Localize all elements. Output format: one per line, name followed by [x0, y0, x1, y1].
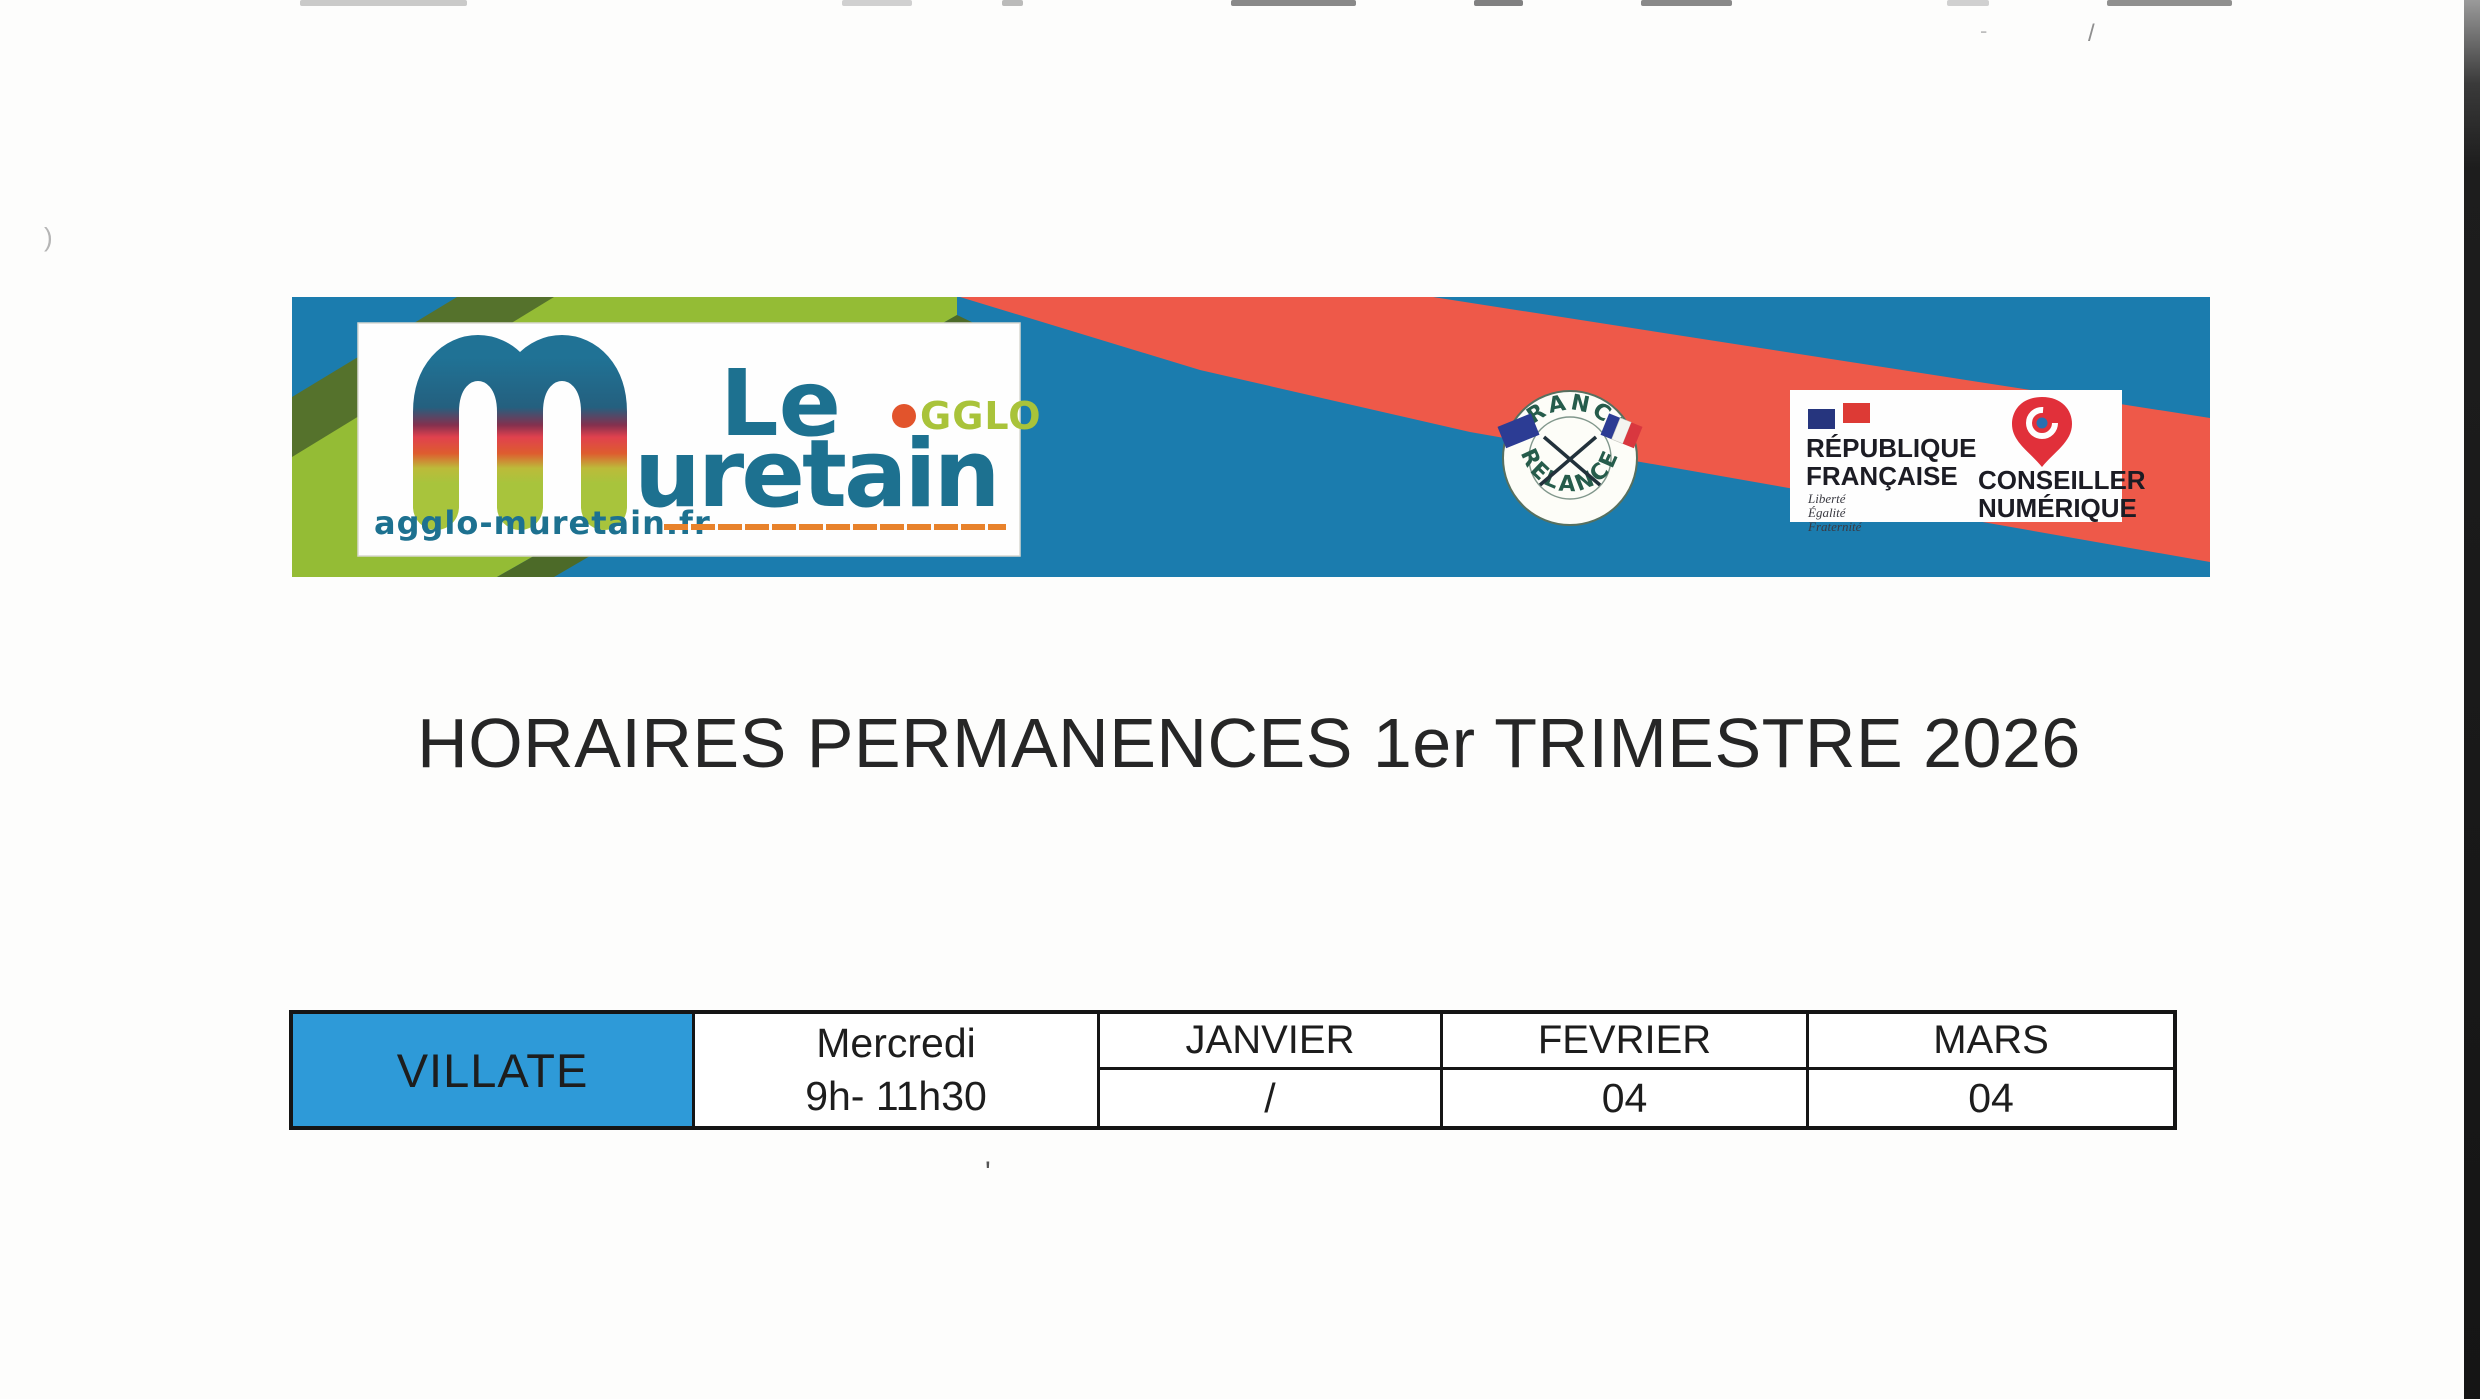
scan-smudge [2107, 0, 2232, 6]
month-column-janvier: JANVIER / [1097, 1014, 1440, 1126]
schedule-table: VILLATE Mercredi 9h- 11h30 JANVIER / FEV… [289, 1010, 2177, 1130]
eu-flag-icon [1497, 413, 1540, 449]
conseiller-pin-icon [2012, 397, 2072, 467]
month-column-mars: MARS 04 [1806, 1014, 2173, 1126]
page-title: HORAIRES PERMANENCES 1er TRIMESTRE 2026 [417, 704, 2081, 782]
month-value: / [1264, 1074, 1276, 1121]
agglo-text: GGLO [920, 394, 1042, 438]
location-cell: VILLATE [293, 1014, 692, 1126]
month-column-fevrier: FEVRIER 04 [1440, 1014, 1806, 1126]
scan-mark: - [1980, 18, 1988, 43]
scan-smudge [1002, 0, 1023, 6]
motto-liberte: Liberté [1807, 491, 1847, 506]
motto-fraternite: Fraternité [1807, 519, 1863, 534]
month-header: MARS [1809, 1014, 2173, 1070]
muretain-m-icon [413, 335, 627, 530]
month-header: JANVIER [1100, 1014, 1440, 1070]
day-hours-cell: Mercredi 9h- 11h30 [692, 1014, 1097, 1126]
muretain-uretain-text: uretain [634, 420, 998, 529]
scan-edge-bar [2464, 0, 2480, 1399]
hours-label: 9h- 11h30 [805, 1073, 987, 1119]
france-relance-badge: FRANCE RELANCE [1497, 390, 1643, 526]
motto-egalite: Égalité [1807, 505, 1847, 520]
scan-mark: / [2088, 20, 2095, 47]
muretain-url-text: agglo-muretain.fr [374, 504, 711, 542]
french-flag-icon [1600, 413, 1643, 449]
scan-mark: ' [985, 1156, 991, 1189]
french-flag-mark-icon [1808, 403, 1870, 429]
scan-smudge [842, 0, 912, 6]
republique-line2: FRANÇAISE [1806, 461, 1958, 491]
location-label: VILLATE [396, 1043, 589, 1097]
muretain-banner: Le uretain GGLO agglo-muretain.fr FRANCE… [292, 297, 2210, 577]
month-header: FEVRIER [1443, 1014, 1806, 1070]
day-label: Mercredi [816, 1020, 976, 1066]
scan-smudge [300, 0, 467, 6]
conseiller-line1: CONSEILLER [1978, 465, 2146, 495]
agglo-dot-icon [892, 404, 916, 428]
republique-conseiller-card: RÉPUBLIQUE FRANÇAISE Liberté Égalité Fra… [1790, 390, 2146, 534]
scan-mark: ) [44, 222, 53, 252]
scan-smudge [1474, 0, 1523, 6]
conseiller-line2: NUMÉRIQUE [1978, 493, 2137, 523]
scan-smudge [1231, 0, 1356, 6]
month-value: 04 [1601, 1074, 1648, 1121]
scan-smudge [1641, 0, 1732, 6]
republique-line1: RÉPUBLIQUE [1806, 433, 1976, 463]
muretain-le-text: Le [720, 350, 841, 457]
scan-smudge [1947, 0, 1989, 6]
muretain-logo-card: Le uretain GGLO agglo-muretain.fr [357, 322, 1042, 557]
month-value: 04 [1968, 1074, 2014, 1121]
